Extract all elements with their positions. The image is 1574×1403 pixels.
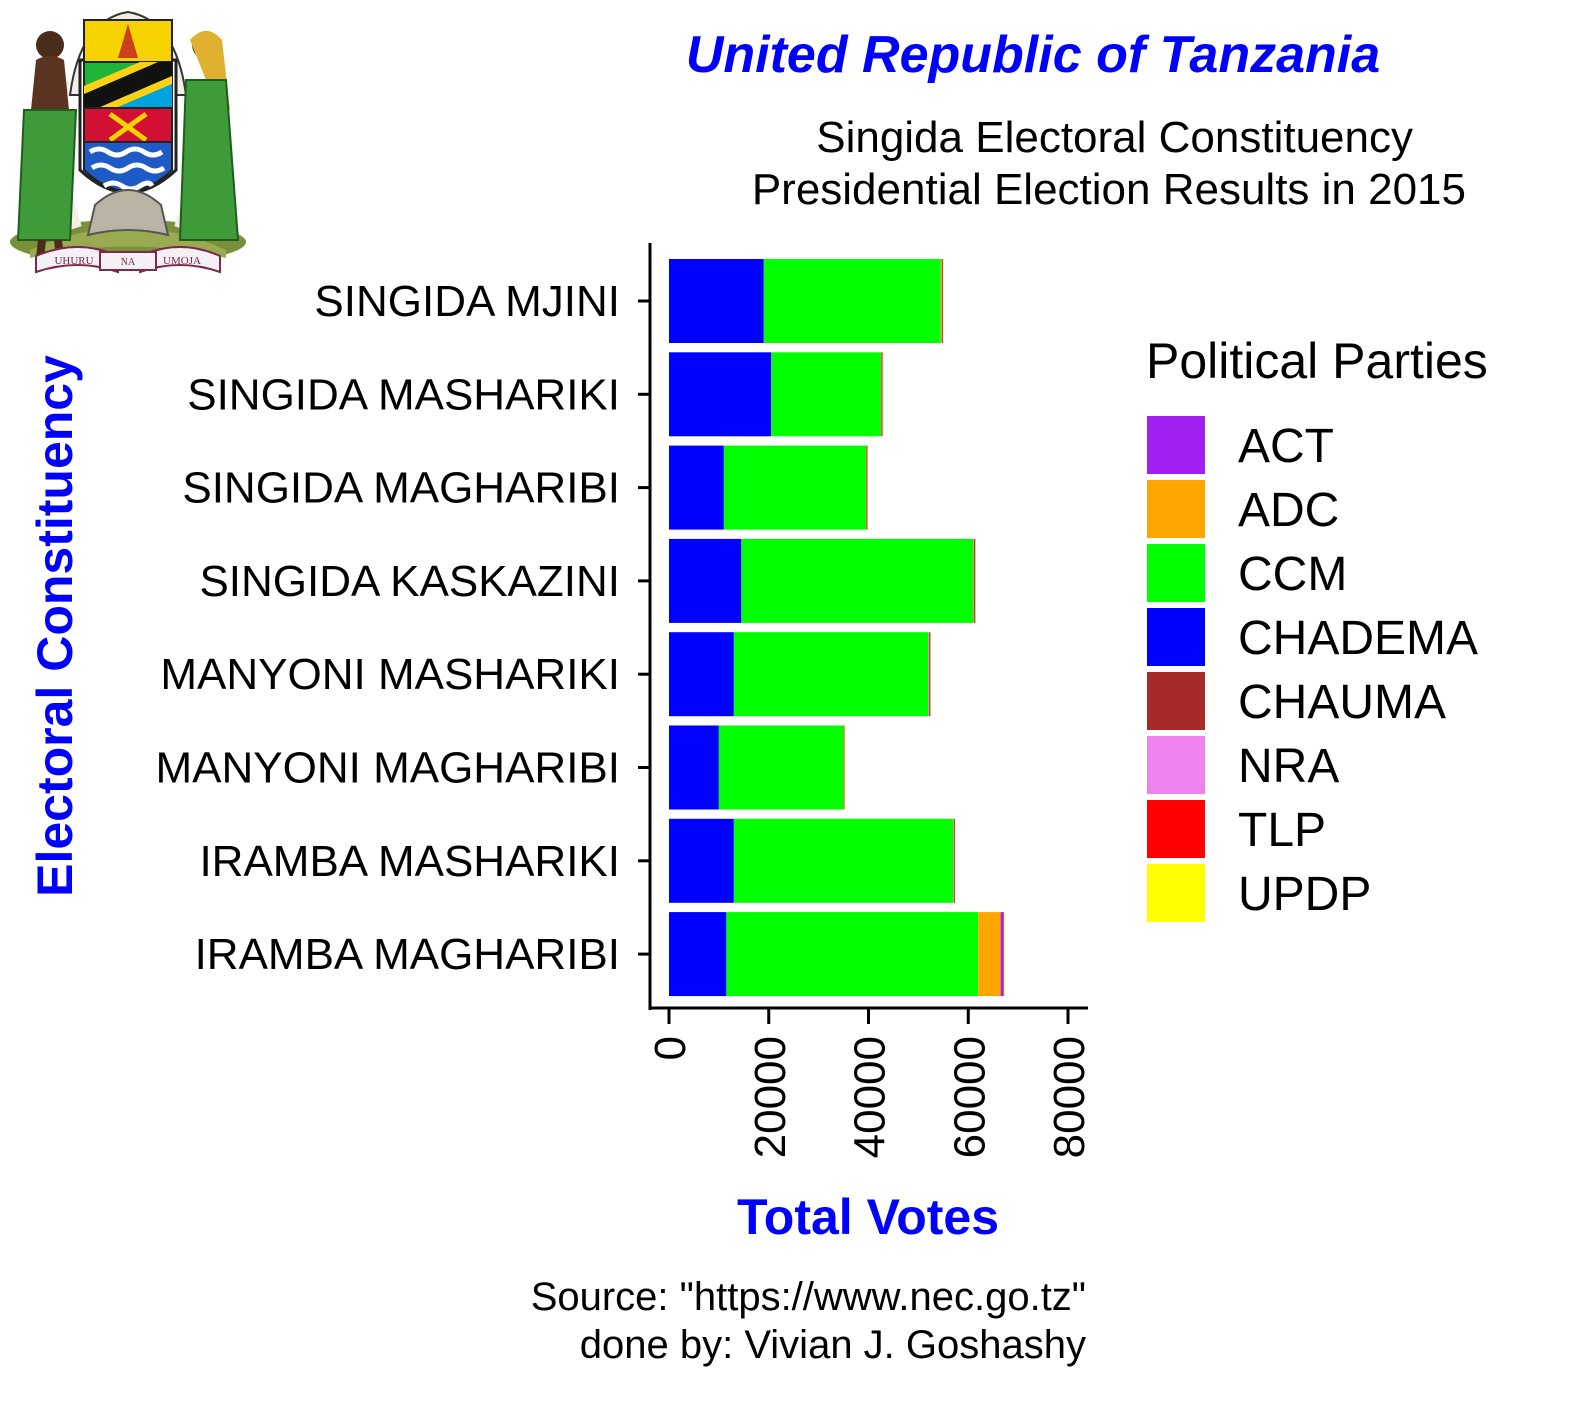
x-tick-label-3: 60000 — [945, 1036, 994, 1158]
x-tick-label-0: 0 — [646, 1036, 695, 1060]
caption-author: done by: Vivian J. Goshashy — [580, 1323, 1086, 1367]
bar-adc-0 — [940, 259, 942, 343]
chart-subtitle-line-2: Presidential Election Results in 2015 — [752, 165, 1466, 214]
category-label-1: SINGIDA MASHARIKI — [187, 370, 620, 419]
category-label-3: SINGIDA KASKAZINI — [199, 557, 620, 606]
category-label-2: SINGIDA MAGHARIBI — [182, 464, 620, 513]
bar-act-2 — [866, 445, 868, 530]
category-label-0: SINGIDA MJINI — [314, 277, 620, 326]
legend-label-chadema: CHADEMA — [1238, 612, 1478, 665]
legend: ACT ADC CCM CHADEMA CHAUMA NRA TLP UPDP — [1147, 416, 1478, 922]
legend-label-nra: NRA — [1238, 740, 1339, 793]
legend-label-updp: UPDP — [1238, 868, 1371, 921]
legend-swatch-adc — [1147, 480, 1205, 538]
legend-swatch-tlp — [1147, 800, 1205, 858]
bar-ccm-3 — [741, 538, 974, 623]
chart-title: United Republic of Tanzania — [686, 26, 1380, 84]
bar-act-6 — [953, 818, 955, 903]
bar-chadema-0 — [669, 259, 764, 343]
bar-updp-6 — [954, 818, 956, 903]
y-axis-title: Electoral Constituency — [27, 355, 83, 897]
bar-adc-6 — [953, 818, 954, 903]
category-labels: SINGIDA MJINI SINGIDA MASHARIKI SINGIDA MA… — [156, 277, 621, 979]
bar-ccm-7 — [726, 912, 979, 997]
bar-updp-7 — [1003, 912, 1005, 997]
bar-ccm-4 — [733, 632, 929, 717]
category-label-4: MANYONI MASHARIKI — [160, 650, 620, 699]
y-ticks — [638, 299, 650, 956]
caption-source: Source: "https://www.nec.go.tz" — [531, 1275, 1086, 1319]
emblem-motto-left: UHURU — [54, 255, 93, 267]
bar-ccm-0 — [763, 259, 941, 343]
bar-chadema-3 — [669, 538, 742, 623]
bar-updp-0 — [943, 259, 944, 343]
bar-adc-2 — [866, 445, 867, 530]
legend-swatch-updp — [1147, 864, 1205, 922]
bar-chauma-7 — [1003, 912, 1004, 997]
legend-label-tlp: TLP — [1238, 804, 1326, 857]
bar-act-7 — [1000, 912, 1004, 997]
bar-updp-5 — [844, 725, 846, 810]
bar-updp-2 — [867, 445, 868, 530]
bar-chadema-7 — [669, 912, 727, 997]
legend-swatch-chauma — [1147, 672, 1205, 730]
bar-ccm-2 — [723, 445, 867, 530]
category-label-7: IRAMBA MAGHARIBI — [195, 930, 620, 979]
bar-adc-4 — [928, 632, 929, 717]
bar-chadema-1 — [669, 352, 772, 437]
chart-subtitle-line-1: Singida Electoral Constituency — [816, 113, 1413, 162]
bar-chadema-6 — [669, 818, 734, 903]
legend-swatch-chadema — [1147, 608, 1205, 666]
x-axis-title: Total Votes — [737, 1189, 999, 1245]
legend-label-act: ACT — [1238, 420, 1334, 473]
bar-act-4 — [928, 632, 930, 717]
bar-ccm-6 — [733, 818, 954, 903]
bar-ccm-5 — [718, 725, 844, 810]
bar-act-3 — [973, 538, 975, 623]
emblem-motto-middle: NA — [121, 257, 136, 268]
x-ticks — [667, 1008, 1070, 1024]
bar-act-1 — [881, 352, 883, 437]
bar-ccm-1 — [771, 352, 881, 437]
emblem-motto-right: UMOJA — [163, 255, 201, 267]
bar-chadema-5 — [669, 725, 719, 810]
legend-label-chauma: CHAUMA — [1238, 676, 1446, 729]
coat-of-arms-emblem — [10, 10, 246, 274]
bar-chadema-4 — [669, 632, 734, 717]
bar-adc-3 — [973, 538, 974, 623]
bar-updp-3 — [975, 538, 976, 623]
category-label-5: MANYONI MAGHARIBI — [156, 744, 621, 793]
bar-updp-4 — [930, 632, 931, 717]
x-tick-label-4: 80000 — [1045, 1036, 1094, 1158]
bar-act-0 — [941, 259, 943, 343]
bar-adc-1 — [880, 352, 882, 437]
bar-chadema-2 — [669, 445, 724, 530]
bar-updp-1 — [882, 352, 884, 437]
x-tick-labels: 0 20000 40000 60000 80000 — [646, 1036, 1094, 1158]
bar-adc-7 — [978, 912, 1001, 997]
legend-swatch-ccm — [1147, 544, 1205, 602]
legend-swatch-act — [1147, 416, 1205, 474]
legend-swatch-nra — [1147, 736, 1205, 794]
legend-title: Political Parties — [1146, 333, 1488, 389]
category-label-6: IRAMBA MASHARIKI — [199, 837, 620, 886]
bar-chauma-3 — [974, 538, 975, 623]
x-tick-label-1: 20000 — [746, 1036, 795, 1158]
legend-label-adc: ADC — [1238, 484, 1339, 537]
x-tick-label-2: 40000 — [846, 1036, 895, 1158]
bars-layer — [669, 259, 1005, 997]
legend-label-ccm: CCM — [1238, 548, 1347, 601]
